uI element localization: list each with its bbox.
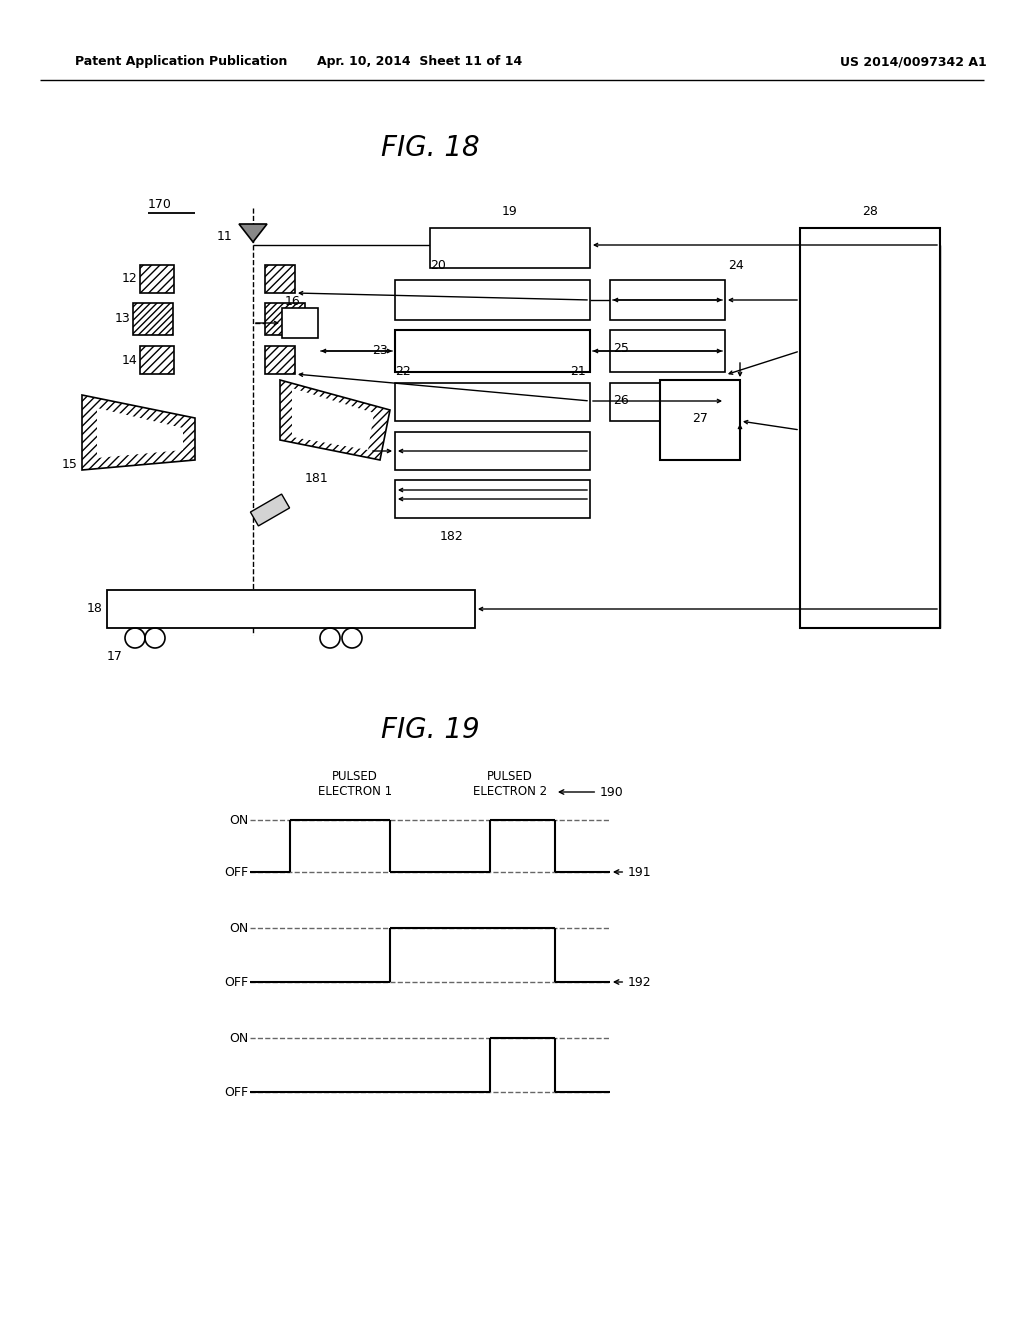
- Bar: [265, 346, 295, 374]
- Bar: [265, 265, 295, 293]
- Text: 181: 181: [305, 471, 329, 484]
- Text: 22: 22: [395, 366, 411, 378]
- Text: 15: 15: [62, 458, 78, 471]
- Bar: [395, 432, 590, 470]
- Text: 13: 13: [115, 312, 130, 325]
- Bar: [430, 228, 590, 268]
- Text: PULSED
ELECTRON 1: PULSED ELECTRON 1: [317, 770, 392, 799]
- Polygon shape: [280, 380, 390, 459]
- Bar: [395, 383, 590, 421]
- Text: US 2014/0097342 A1: US 2014/0097342 A1: [840, 55, 987, 69]
- Text: 190: 190: [559, 785, 624, 799]
- Text: PULSED
ELECTRON 2: PULSED ELECTRON 2: [473, 770, 547, 799]
- Text: 182: 182: [440, 531, 464, 543]
- Bar: [395, 280, 590, 319]
- Text: 192: 192: [614, 975, 651, 989]
- Text: Apr. 10, 2014  Sheet 11 of 14: Apr. 10, 2014 Sheet 11 of 14: [317, 55, 522, 69]
- Text: 23: 23: [373, 343, 388, 356]
- Bar: [140, 265, 174, 293]
- Text: OFF: OFF: [224, 1085, 248, 1098]
- Polygon shape: [82, 395, 195, 470]
- Text: 27: 27: [692, 412, 708, 425]
- Text: 14: 14: [121, 354, 137, 367]
- Bar: [610, 330, 725, 372]
- Text: 25: 25: [613, 342, 629, 355]
- Text: OFF: OFF: [224, 866, 248, 879]
- Polygon shape: [251, 494, 290, 525]
- Text: 26: 26: [613, 393, 629, 407]
- Bar: [395, 330, 590, 372]
- Text: 191: 191: [614, 866, 651, 879]
- Text: 20: 20: [430, 259, 445, 272]
- Polygon shape: [292, 388, 374, 450]
- Text: 170: 170: [148, 198, 172, 211]
- Bar: [800, 228, 940, 628]
- Text: 18: 18: [87, 602, 103, 615]
- Polygon shape: [97, 408, 183, 458]
- Text: 11: 11: [216, 231, 232, 243]
- Text: 12: 12: [121, 272, 137, 285]
- Text: 19: 19: [502, 205, 518, 218]
- Text: ON: ON: [228, 813, 248, 826]
- Bar: [140, 346, 174, 374]
- Bar: [265, 304, 305, 335]
- Bar: [282, 308, 318, 338]
- Text: ON: ON: [228, 1031, 248, 1044]
- Bar: [106, 590, 475, 628]
- Bar: [610, 383, 725, 421]
- Text: 24: 24: [728, 259, 743, 272]
- Bar: [660, 380, 740, 459]
- Bar: [395, 480, 590, 517]
- Text: OFF: OFF: [224, 975, 248, 989]
- Polygon shape: [239, 224, 267, 242]
- Text: 28: 28: [862, 205, 878, 218]
- Text: FIG. 18: FIG. 18: [381, 135, 479, 162]
- Text: 21: 21: [570, 366, 586, 378]
- Text: ON: ON: [228, 921, 248, 935]
- Text: 16: 16: [285, 294, 301, 308]
- Text: FIG. 19: FIG. 19: [381, 715, 479, 744]
- Text: Patent Application Publication: Patent Application Publication: [75, 55, 288, 69]
- Bar: [610, 280, 725, 319]
- Text: 17: 17: [106, 649, 123, 663]
- Bar: [133, 304, 173, 335]
